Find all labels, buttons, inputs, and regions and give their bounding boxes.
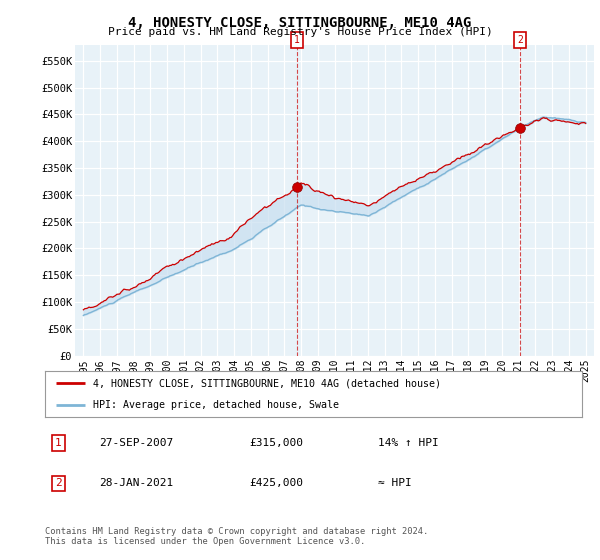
Text: 14% ↑ HPI: 14% ↑ HPI [378, 438, 439, 448]
Text: 1: 1 [55, 438, 62, 448]
Text: Price paid vs. HM Land Registry's House Price Index (HPI): Price paid vs. HM Land Registry's House … [107, 27, 493, 37]
Text: 28-JAN-2021: 28-JAN-2021 [98, 478, 173, 488]
Text: 1: 1 [294, 35, 300, 45]
Text: 2: 2 [517, 35, 523, 45]
Text: 27-SEP-2007: 27-SEP-2007 [98, 438, 173, 448]
Text: 2: 2 [55, 478, 62, 488]
Text: £425,000: £425,000 [249, 478, 303, 488]
Text: ≈ HPI: ≈ HPI [378, 478, 412, 488]
Text: 4, HONESTY CLOSE, SITTINGBOURNE, ME10 4AG: 4, HONESTY CLOSE, SITTINGBOURNE, ME10 4A… [128, 16, 472, 30]
Text: £315,000: £315,000 [249, 438, 303, 448]
Text: HPI: Average price, detached house, Swale: HPI: Average price, detached house, Swal… [94, 400, 340, 410]
Text: 4, HONESTY CLOSE, SITTINGBOURNE, ME10 4AG (detached house): 4, HONESTY CLOSE, SITTINGBOURNE, ME10 4A… [94, 378, 442, 388]
Text: Contains HM Land Registry data © Crown copyright and database right 2024.
This d: Contains HM Land Registry data © Crown c… [45, 526, 428, 546]
